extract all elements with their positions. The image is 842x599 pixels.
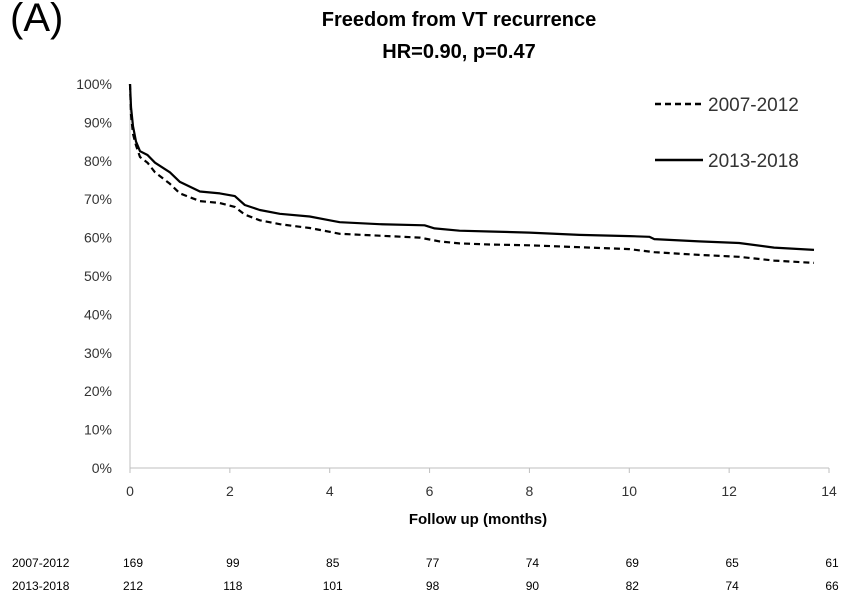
y-tick-label: 30% xyxy=(84,345,112,361)
risk-value: 74 xyxy=(725,579,739,593)
risk-table: 2007-2012 169 99 85 77 74 69 65 61 2013-2018 212 11… xyxy=(12,556,839,593)
series-line-2007-2012 xyxy=(128,83,815,264)
risk-value: 61 xyxy=(825,556,839,570)
risk-value: 118 xyxy=(223,579,242,593)
legend: 2007-2012 2013-2018 xyxy=(655,95,799,172)
legend-label: 2013-2018 xyxy=(708,151,799,172)
x-tick-label: 12 xyxy=(721,483,737,499)
x-axis: 0 2 4 6 8 10 12 14 xyxy=(126,467,837,499)
x-tick-label: 6 xyxy=(426,483,434,499)
y-axis: 0% 10% 20% 30% 40% 50% 60% 70% 80% 90% 100% xyxy=(76,76,131,476)
risk-row-label: 2007-2012 xyxy=(12,556,70,570)
y-tick-label: 0% xyxy=(92,460,112,476)
y-tick-label: 50% xyxy=(84,268,112,284)
risk-value: 69 xyxy=(626,556,640,570)
x-tick-label: 0 xyxy=(126,483,134,499)
risk-value: 85 xyxy=(326,556,340,570)
y-tick-label: 10% xyxy=(84,422,112,438)
risk-row-label: 2013-2018 xyxy=(12,579,70,593)
risk-value: 99 xyxy=(226,556,240,570)
risk-value: 90 xyxy=(526,579,540,593)
x-tick-label: 10 xyxy=(621,483,637,499)
series-layer xyxy=(128,83,815,264)
x-tick-label: 14 xyxy=(821,483,837,499)
risk-value: 101 xyxy=(323,579,343,593)
x-tick-label: 2 xyxy=(226,483,234,499)
risk-value: 65 xyxy=(725,556,739,570)
x-tick-label: 8 xyxy=(526,483,534,499)
y-tick-label: 20% xyxy=(84,383,112,399)
risk-value: 74 xyxy=(526,556,540,570)
legend-label: 2007-2012 xyxy=(708,95,799,116)
risk-value: 66 xyxy=(825,579,839,593)
series-line-2013-2018 xyxy=(128,83,815,251)
chart-title: Freedom from VT recurrence xyxy=(322,9,597,31)
risk-value: 169 xyxy=(123,556,143,570)
risk-value: 212 xyxy=(123,579,143,593)
y-tick-label: 70% xyxy=(84,191,112,207)
risk-value: 77 xyxy=(426,556,440,570)
y-tick-label: 100% xyxy=(76,76,112,92)
y-tick-label: 60% xyxy=(84,230,112,246)
y-tick-label: 90% xyxy=(84,114,112,130)
chart-subtitle: HR=0.90, p=0.47 xyxy=(382,41,535,63)
x-tick-label: 4 xyxy=(326,483,334,499)
risk-value: 82 xyxy=(626,579,640,593)
y-tick-label: 80% xyxy=(84,153,112,169)
y-tick-label: 40% xyxy=(84,306,112,322)
risk-value: 98 xyxy=(426,579,440,593)
x-axis-title: Follow up (months) xyxy=(409,511,547,528)
panel-label: (A) xyxy=(10,0,64,40)
